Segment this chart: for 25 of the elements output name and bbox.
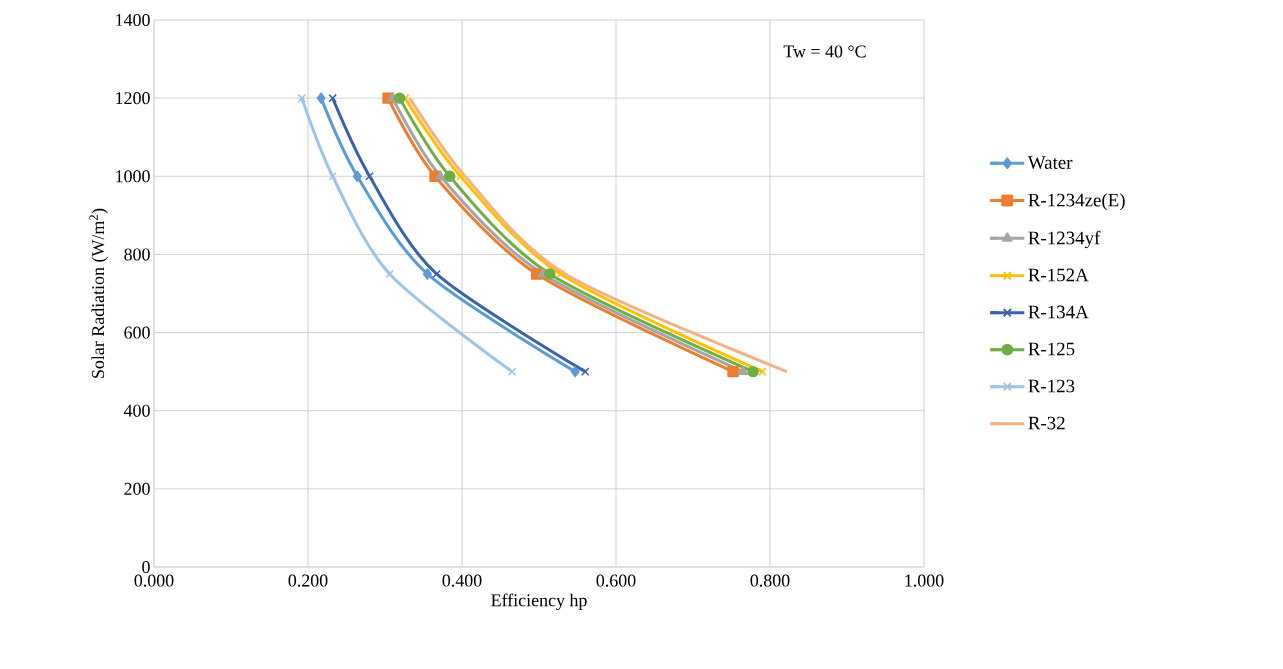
x-tick-label: 0.400 xyxy=(442,574,482,587)
y-tick-label: 1200 xyxy=(116,92,150,105)
legend-label: R-32 xyxy=(1028,416,1065,430)
legend-label: R-1234yf xyxy=(1028,230,1101,249)
y-tick-label: 600 xyxy=(124,326,150,339)
y-tick-label: 800 xyxy=(124,248,150,261)
y-tick-label: 200 xyxy=(124,482,150,495)
x-tick-label: 1.000 xyxy=(905,574,944,587)
y-axis-title: Solar Radiation (W/m$^{2}$) xyxy=(89,208,108,378)
legend-label: Water xyxy=(1027,156,1073,169)
y-tick-label: 1400 xyxy=(116,13,150,27)
annotation: Tw = 40 °C xyxy=(783,45,866,58)
y-tick-label: 1000 xyxy=(116,170,150,183)
legend-label: R-1234ze(E) xyxy=(1028,193,1125,211)
x-tick-label: 0.600 xyxy=(596,574,636,587)
x-tick-label: 0.000 xyxy=(134,574,174,587)
x-tick-label: 0.200 xyxy=(288,574,328,587)
legend-label: R-152A xyxy=(1028,268,1089,282)
x-tick-label: 0.800 xyxy=(750,574,790,587)
y-tick-label: 400 xyxy=(123,404,150,417)
legend-label: R-125 xyxy=(1028,342,1075,356)
y-tick-label: 0 xyxy=(142,560,150,574)
x-axis-title: Efficiency hp xyxy=(491,593,587,611)
legend-label: R-134A xyxy=(1028,305,1089,319)
legend-label: R-123 xyxy=(1028,379,1075,393)
